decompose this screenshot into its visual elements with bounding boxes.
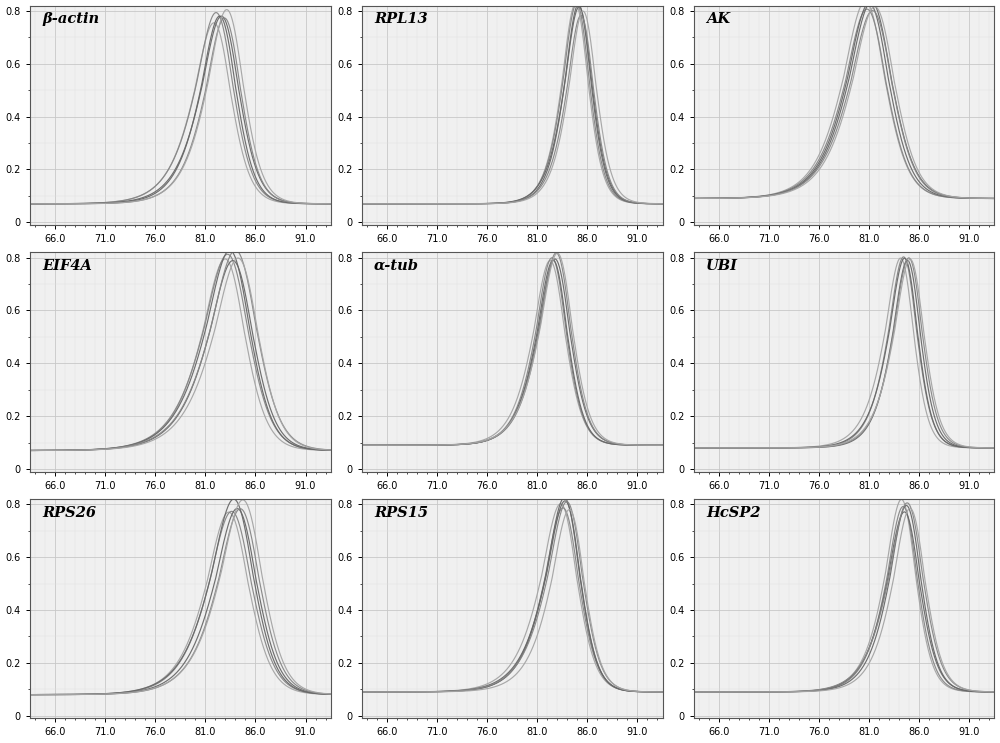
Text: UBI: UBI	[706, 259, 738, 273]
Text: EIF4A: EIF4A	[42, 259, 92, 273]
Text: AK: AK	[706, 12, 730, 26]
Text: RPS26: RPS26	[42, 506, 96, 519]
Text: β-actin: β-actin	[42, 12, 99, 26]
Text: RPS15: RPS15	[374, 506, 428, 519]
Text: HcSP2: HcSP2	[706, 506, 760, 519]
Text: α-tub: α-tub	[374, 259, 419, 273]
Text: RPL13: RPL13	[374, 12, 428, 26]
